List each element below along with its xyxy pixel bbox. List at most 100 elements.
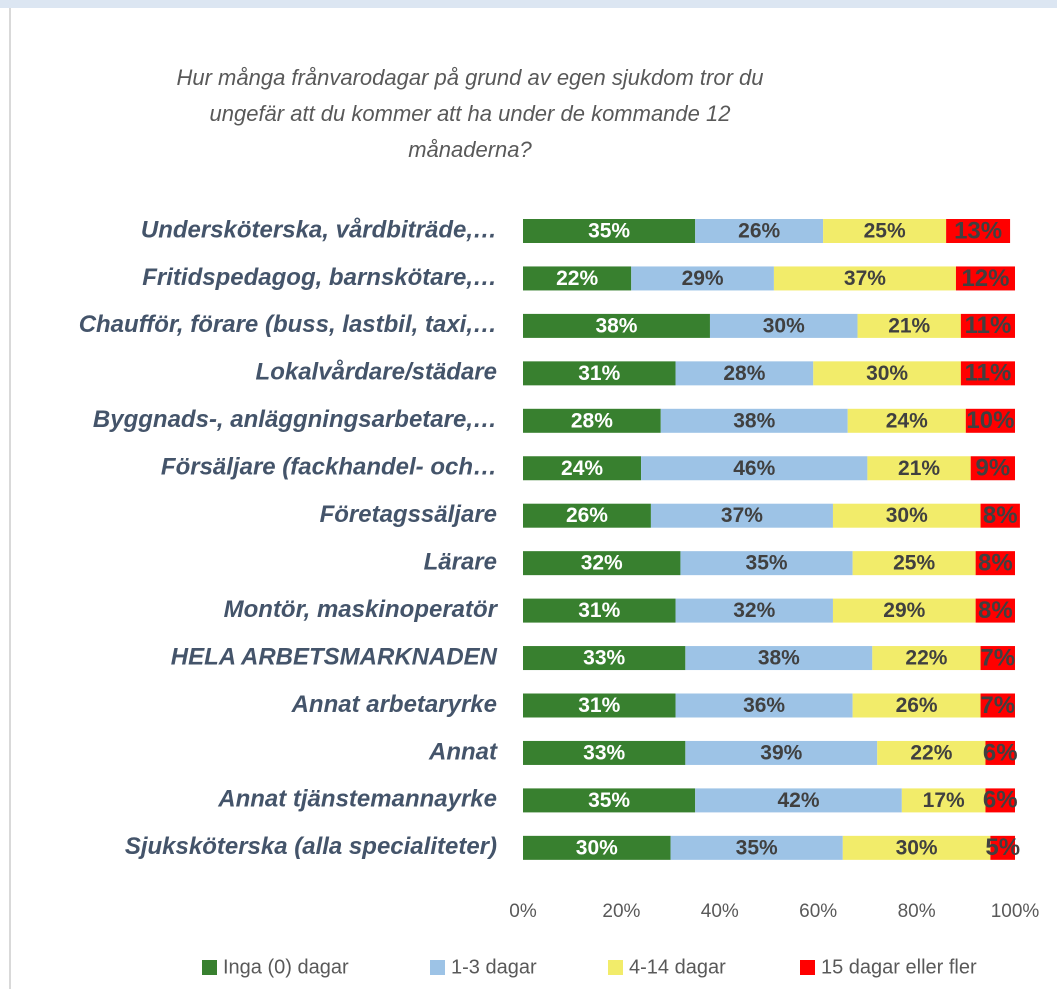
- bar-segment: [965, 408, 1015, 433]
- bar-segment: [675, 598, 833, 623]
- value-label: 31%: [578, 694, 620, 717]
- category-label: Försäljare (fackhandel- och…: [161, 454, 497, 481]
- x-tick-label: 20%: [602, 901, 640, 922]
- value-label: 5%: [985, 834, 1020, 861]
- value-label: 28%: [723, 362, 765, 385]
- bar-segment: [960, 361, 1015, 386]
- bar-segment: [985, 788, 1015, 813]
- value-label: 7%: [980, 692, 1015, 719]
- bar-segment: [980, 646, 1015, 671]
- category-label: Montör, maskinoperatör: [224, 596, 499, 623]
- bar-segment: [523, 408, 661, 433]
- bar-segment: [523, 646, 686, 671]
- category-label: Fritidspedagog, barnskötare,…: [142, 264, 497, 291]
- bar-segment: [867, 456, 971, 481]
- value-label: 30%: [866, 362, 908, 385]
- bar-segment: [695, 788, 902, 813]
- bar-segment: [852, 551, 976, 576]
- value-label: 35%: [746, 552, 788, 575]
- x-tick-label: 100%: [991, 901, 1040, 922]
- value-label: 30%: [576, 836, 618, 859]
- category-label: Annat: [428, 738, 498, 765]
- bar-segment: [857, 313, 961, 338]
- x-tick-label: 0%: [509, 901, 537, 922]
- bar-segment: [523, 788, 696, 813]
- value-label: 24%: [886, 409, 928, 432]
- value-label: 38%: [733, 409, 775, 432]
- value-label: 38%: [758, 647, 800, 670]
- value-label: 22%: [905, 647, 947, 670]
- x-tick-label: 80%: [898, 901, 936, 922]
- value-label: 11%: [965, 312, 1012, 339]
- value-label: 21%: [898, 457, 940, 480]
- bar-segment: [980, 693, 1015, 718]
- legend-swatch: [202, 960, 217, 975]
- x-tick-label: 60%: [799, 901, 837, 922]
- bar-segment: [523, 361, 676, 386]
- value-label: 13%: [954, 217, 1002, 244]
- legend-label: Inga (0) dagar: [223, 956, 349, 978]
- bar-segment: [675, 693, 853, 718]
- category-label: Lärare: [424, 548, 497, 575]
- bar-segment: [990, 835, 1015, 860]
- legend-label: 4-14 dagar: [629, 956, 726, 978]
- value-label: 26%: [896, 694, 938, 717]
- value-label: 28%: [571, 409, 613, 432]
- bar-segment: [523, 503, 651, 528]
- value-label: 6%: [983, 787, 1018, 814]
- bar-segment: [975, 598, 1015, 623]
- value-label: 24%: [561, 457, 603, 480]
- bar-segment: [901, 788, 986, 813]
- value-label: 26%: [566, 504, 608, 527]
- value-label: 21%: [888, 314, 930, 337]
- value-label: 39%: [760, 741, 802, 764]
- value-label: 38%: [595, 314, 637, 337]
- header-strip: [0, 0, 1057, 8]
- bar-segment: [970, 456, 1015, 481]
- value-label: 8%: [978, 597, 1013, 624]
- value-label: 29%: [883, 599, 925, 622]
- bar-segment: [773, 266, 956, 291]
- bar-segment: [852, 693, 981, 718]
- bar-segment: [523, 313, 710, 338]
- legend-swatch: [800, 960, 815, 975]
- value-label: 42%: [778, 789, 820, 812]
- value-label: 33%: [583, 647, 625, 670]
- bar-segment: [946, 219, 1011, 243]
- bar-segment: [631, 266, 774, 291]
- value-label: 7%: [980, 644, 1015, 671]
- bar-segment: [842, 835, 991, 860]
- value-label: 35%: [736, 836, 778, 859]
- legend-label: 15 dagar eller fler: [821, 956, 977, 978]
- value-label: 8%: [978, 549, 1013, 576]
- category-label: Lokalvårdare/städare: [256, 359, 497, 386]
- value-label: 17%: [923, 789, 965, 812]
- chart-title: Hur många frånvarodagar på grund av egen…: [176, 65, 764, 162]
- category-label: Företagssäljare: [320, 501, 497, 528]
- value-label: 30%: [886, 504, 928, 527]
- bar-segment: [523, 266, 632, 291]
- value-label: 30%: [896, 836, 938, 859]
- bar-segment: [832, 503, 981, 528]
- bar-segment: [660, 408, 848, 433]
- bar-segment: [813, 361, 961, 386]
- bar-segment: [523, 219, 696, 243]
- bar-segment: [823, 219, 947, 243]
- value-label: 25%: [893, 552, 935, 575]
- value-label: 25%: [864, 220, 906, 243]
- value-label: 31%: [578, 362, 620, 385]
- bar-segment: [877, 740, 986, 765]
- value-label: 9%: [976, 455, 1011, 482]
- category-label: Annat arbetaryrke: [291, 691, 497, 718]
- bar-segment: [980, 503, 1020, 528]
- bar-segment: [650, 503, 833, 528]
- value-label: 22%: [910, 741, 952, 764]
- value-label: 35%: [588, 220, 630, 243]
- value-label: 46%: [733, 457, 775, 480]
- x-tick-label: 40%: [701, 901, 739, 922]
- bar-segment: [641, 456, 868, 481]
- value-label: 11%: [965, 360, 1012, 387]
- category-label: HELA ARBETSMARKNADEN: [171, 643, 498, 670]
